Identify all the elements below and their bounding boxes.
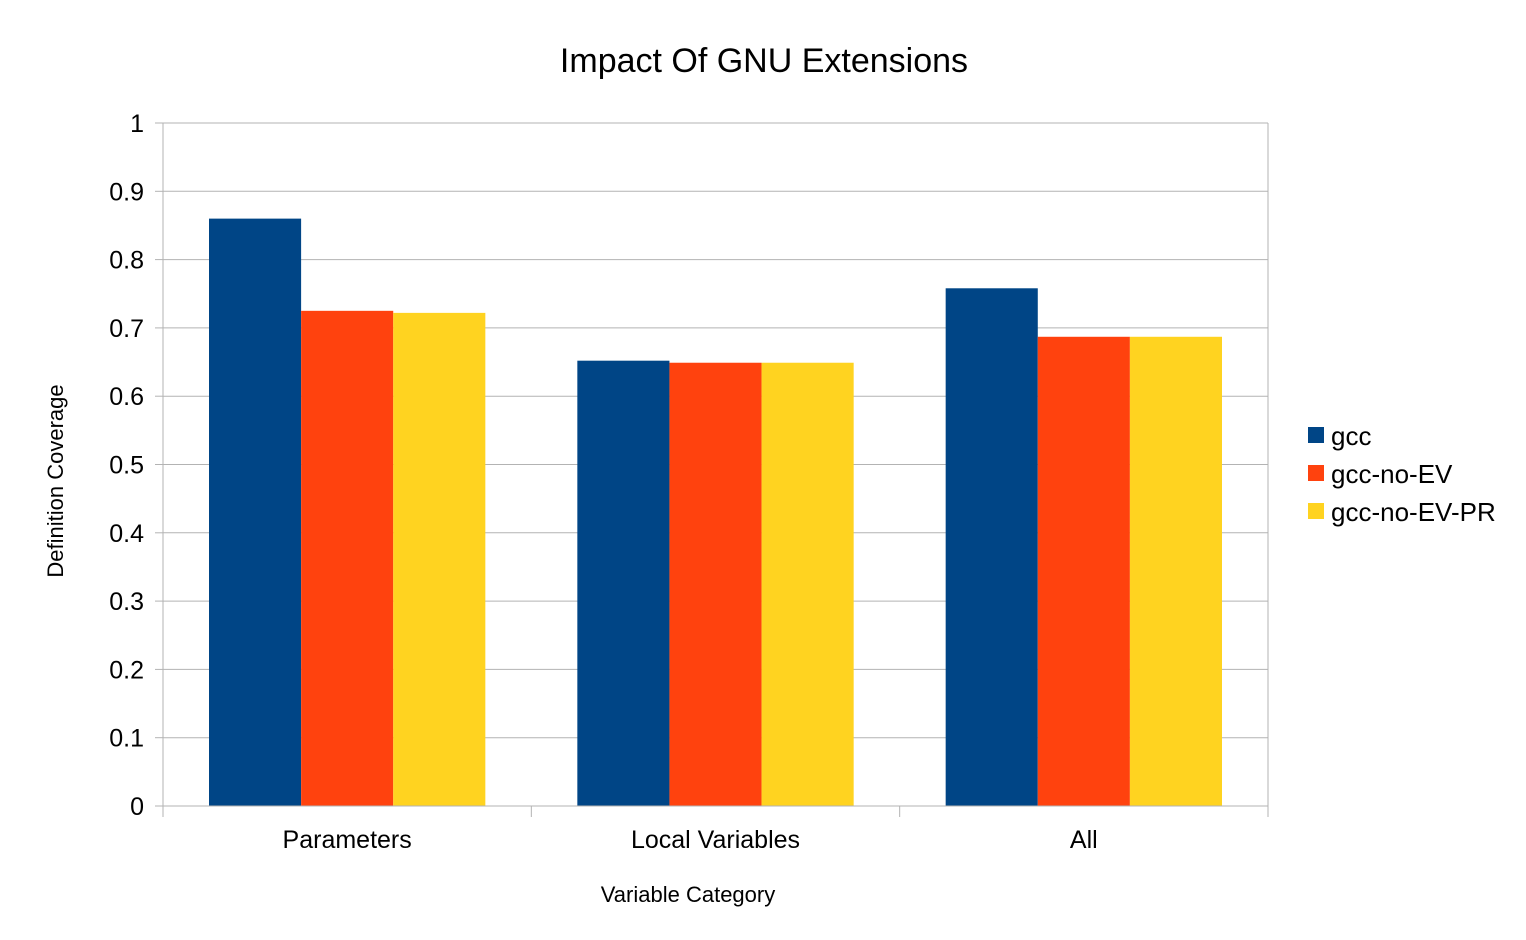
legend: gcc gcc-no-EV gcc-no-EV-PR xyxy=(1308,421,1496,527)
y-tick-label: 0.7 xyxy=(109,315,144,343)
y-tick-label: 0.3 xyxy=(109,588,144,616)
bar-gcc-no-EV-PR-parameters xyxy=(393,312,486,806)
legend-swatch-gcc-no-EV xyxy=(1308,465,1324,481)
bar-gcc-no-EV-local-variables xyxy=(669,362,762,806)
y-tick-label: 0.6 xyxy=(109,383,144,411)
x-tick-labels: Parameters Local Variables All xyxy=(283,826,1098,854)
chart-title: Impact Of GNU Extensions xyxy=(560,42,968,80)
y-tick-labels: 0 0.1 0.2 0.3 0.4 0.5 0.6 0.7 0.8 0.9 1 xyxy=(109,110,144,821)
axes xyxy=(162,122,1269,817)
bar-gcc-all xyxy=(945,288,1038,806)
y-axis-title: Definition Coverage xyxy=(43,384,68,577)
bar-gcc-local-variables xyxy=(577,360,670,806)
y-tick-label: 0 xyxy=(130,793,144,821)
y-tick-label: 0.4 xyxy=(109,520,144,548)
x-tick-label: Parameters xyxy=(283,826,412,854)
y-tick-label: 0.5 xyxy=(109,452,144,480)
y-tick-label: 1 xyxy=(130,110,144,138)
x-tick-label: Local Variables xyxy=(631,826,800,854)
x-tick-label: All xyxy=(1070,826,1098,854)
legend-label-gcc-no-EV-PR: gcc-no-EV-PR xyxy=(1331,497,1496,527)
bars xyxy=(209,218,1222,806)
y-tick-label: 0.2 xyxy=(109,656,144,684)
x-axis-title: Variable Category xyxy=(601,882,775,907)
bar-gcc-no-EV-parameters xyxy=(301,310,394,806)
legend-label-gcc: gcc xyxy=(1331,421,1371,451)
legend-label-gcc-no-EV: gcc-no-EV xyxy=(1331,459,1453,489)
y-tick-label: 0.1 xyxy=(109,725,144,753)
bar-gcc-parameters xyxy=(209,218,302,806)
legend-swatch-gcc-no-EV-PR xyxy=(1308,503,1324,519)
bar-gcc-no-EV-PR-local-variables xyxy=(761,362,854,806)
y-tick-label: 0.8 xyxy=(109,247,144,275)
y-tick-label: 0.9 xyxy=(109,178,144,206)
bar-gcc-no-EV-PR-all xyxy=(1129,336,1222,806)
legend-swatch-gcc xyxy=(1308,427,1324,443)
bar-gcc-no-EV-all xyxy=(1037,336,1130,806)
